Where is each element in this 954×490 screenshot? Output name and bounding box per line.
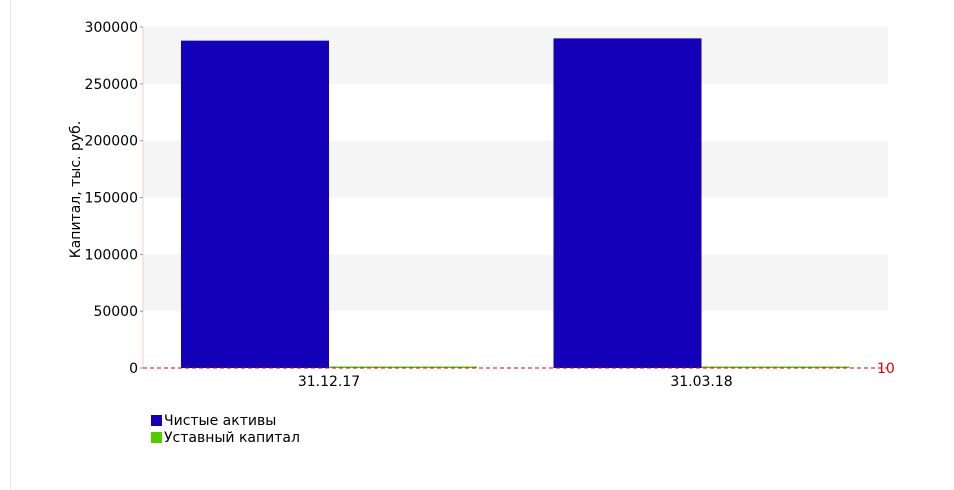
y-tick-label: 0 (129, 361, 138, 377)
y-tick-label: 250000 (85, 77, 138, 93)
y-tick-label: 100000 (85, 247, 138, 263)
legend-item-net-assets: Чистые активы (151, 412, 300, 429)
y-tick-label: 200000 (85, 134, 138, 150)
bar-net-assets (181, 40, 329, 368)
reference-label: 10 (877, 361, 895, 377)
y-axis-title: Капитал, тыс. руб. (68, 121, 84, 258)
bar-net-assets (553, 38, 702, 368)
y-tick-label: 50000 (93, 304, 138, 320)
bars (181, 38, 850, 368)
legend: Чистые активы Уставный капитал (151, 412, 300, 446)
x-tick-label: 31.03.18 (670, 374, 732, 390)
reference-line-group: 10 (143, 361, 895, 377)
y-axis-ticks: 0 50000 100000 150000 200000 250000 300000 (85, 20, 143, 377)
page-border (10, 0, 11, 490)
x-tick-label: 31.12.17 (298, 374, 360, 390)
legend-label: Уставный капитал (164, 429, 300, 446)
y-tick-label: 300000 (85, 20, 138, 36)
legend-item-charter-capital: Уставный капитал (151, 429, 300, 446)
bar-charter-capital (329, 366, 477, 368)
legend-label: Чистые активы (164, 412, 277, 429)
legend-swatch (151, 415, 162, 426)
bar-charter-capital (701, 366, 850, 368)
y-tick-label: 150000 (85, 191, 138, 207)
legend-swatch (151, 432, 162, 443)
x-axis-labels: 31.12.17 31.03.18 (298, 374, 733, 390)
